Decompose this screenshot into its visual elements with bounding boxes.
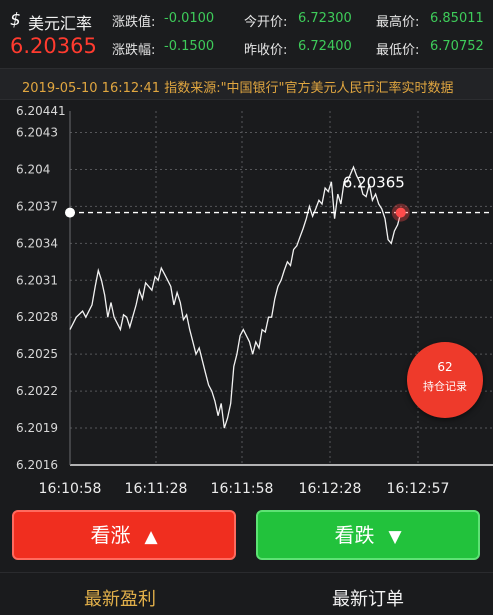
prev-close-label: 昨收价: xyxy=(244,43,288,58)
high-label: 最高价: xyxy=(376,15,420,30)
holdings-count: 62 xyxy=(437,360,453,374)
prev-close-value: 6.72400 xyxy=(298,39,352,54)
change-value: -0.0100 xyxy=(164,11,215,26)
y-tick-label: 6.2034 xyxy=(16,236,58,250)
y-tick-label: 6.2028 xyxy=(16,310,58,324)
bullish-label: 看涨 xyxy=(90,523,131,547)
x-tick-label: 16:11:58 xyxy=(211,481,274,497)
price-chart[interactable]: 6.20441 6.2043 6.204 6.2037 6.2034 6.2031 6.20… xyxy=(0,99,493,505)
y-tick-label: 6.2031 xyxy=(16,273,58,287)
x-tick-label: 16:12:57 xyxy=(387,481,450,497)
bearish-label: 看跌 xyxy=(334,523,375,547)
y-tick-label: 6.2025 xyxy=(16,347,58,361)
x-axis-labels: 16:10:58 16:11:28 16:11:58 16:12:28 16:12:57 xyxy=(39,481,450,497)
price-line xyxy=(69,165,402,429)
notice-text: 2019-05-10 16:12:41 指数来源:"中国银行"官方美元人民币汇率… xyxy=(22,81,454,96)
current-price-dot xyxy=(395,207,406,218)
y-axis-labels: 6.20441 6.2043 6.204 6.2037 6.2034 6.2031 6.20… xyxy=(16,104,66,472)
quote-header: $ 美元汇率 6.20365 涨跌值: -0.0100 今开价: 6.72300… xyxy=(0,0,493,68)
down-arrow-icon: ▼ xyxy=(388,527,402,547)
change-label: 涨跌值: xyxy=(112,15,156,30)
tab-latest-orders[interactable]: 最新订单 xyxy=(332,589,404,610)
current-price: 6.20365 xyxy=(10,34,97,58)
bottom-tabs: 最新盈利 最新订单 xyxy=(0,572,493,615)
holdings-label: 持仓记录 xyxy=(423,380,467,393)
change-pct-value: -0.1500 xyxy=(164,39,215,54)
data-source-notice: 2019-05-10 16:12:41 指数来源:"中国银行"官方美元人民币汇率… xyxy=(0,68,493,100)
low-label: 最低价: xyxy=(376,43,420,58)
y-tick-label: 6.2043 xyxy=(16,126,58,140)
x-tick-label: 16:12:28 xyxy=(299,481,362,497)
bullish-button[interactable]: 看涨 ▲ xyxy=(12,510,236,560)
current-price-label: 6.20365 xyxy=(343,174,405,192)
tab-latest-profit[interactable]: 最新盈利 xyxy=(84,589,156,610)
dollar-icon: $ xyxy=(10,10,21,30)
open-label: 今开价: xyxy=(244,15,288,30)
up-arrow-icon: ▲ xyxy=(144,527,158,547)
page-title: 美元汇率 xyxy=(28,14,93,33)
change-pct-label: 涨跌幅: xyxy=(112,43,156,58)
y-tick-label: 6.2022 xyxy=(16,384,58,398)
bearish-button[interactable]: 看跌 ▼ xyxy=(256,510,480,560)
y-tick-label: 6.204 xyxy=(16,162,50,176)
open-value: 6.72300 xyxy=(298,11,352,26)
y-tick-label: 6.2037 xyxy=(16,199,58,213)
holdings-record-button[interactable]: 62 持仓记录 xyxy=(407,342,483,418)
high-value: 6.85011 xyxy=(430,11,484,26)
low-value: 6.70752 xyxy=(430,39,484,54)
x-tick-label: 16:10:58 xyxy=(39,481,102,497)
y-tick-label: 6.20441 xyxy=(16,104,66,118)
y-tick-label: 6.2019 xyxy=(16,421,58,435)
x-tick-label: 16:11:28 xyxy=(125,481,188,497)
y-tick-label: 6.2016 xyxy=(16,458,58,472)
current-price-left-dot xyxy=(65,207,75,218)
